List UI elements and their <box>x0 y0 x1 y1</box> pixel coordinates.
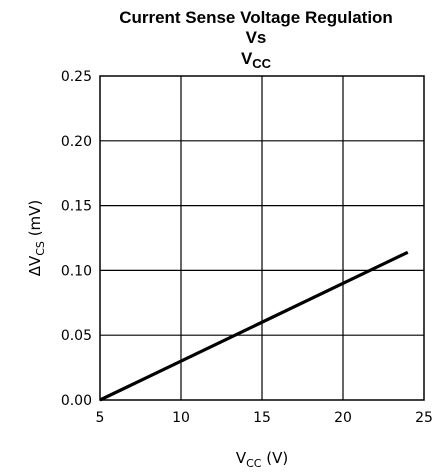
y-tick-label: 0.05 <box>61 328 92 344</box>
y-axis-label-sub: CS <box>34 241 47 256</box>
chart-title-line3-main: V <box>241 49 253 68</box>
y-tick-labels: 0.00 0.05 0.10 0.15 0.20 0.25 <box>61 69 92 409</box>
x-tick-label: 15 <box>253 410 271 426</box>
x-tick-label: 5 <box>96 410 105 426</box>
x-tick-label: 25 <box>415 410 433 426</box>
y-tick-label: 0.15 <box>61 199 92 215</box>
x-axis-label-sub: CC <box>246 457 262 470</box>
x-axis-label: VCC (V) <box>236 449 288 470</box>
x-tick-label: 20 <box>334 410 352 426</box>
grid <box>100 76 424 400</box>
x-tick-label: 10 <box>172 410 190 426</box>
y-tick-label: 0.10 <box>61 263 92 279</box>
x-axis-label-main: V <box>236 449 247 467</box>
series-group <box>99 250 409 402</box>
x-tick-labels: 5 10 15 20 25 <box>96 410 433 426</box>
y-tick-label: 0.00 <box>61 393 92 409</box>
plot-frame <box>99 75 425 401</box>
chart-title-line3: VCC <box>241 49 272 71</box>
series-line <box>99 250 409 402</box>
y-tick-label: 0.25 <box>61 69 92 85</box>
chart-title-line1: Current Sense Voltage Regulation <box>119 8 393 27</box>
chart-title-line2: Vs <box>246 28 267 47</box>
chart-title-line3-sub: CC <box>252 56 271 71</box>
y-axis-label-prefix: ΔV <box>26 255 44 276</box>
y-axis-label-unit: (mV) <box>26 200 44 241</box>
y-tick-label: 0.20 <box>61 134 92 150</box>
x-axis-label-unit: (V) <box>261 449 288 467</box>
y-axis-label: ΔVCS (mV) <box>26 200 47 277</box>
